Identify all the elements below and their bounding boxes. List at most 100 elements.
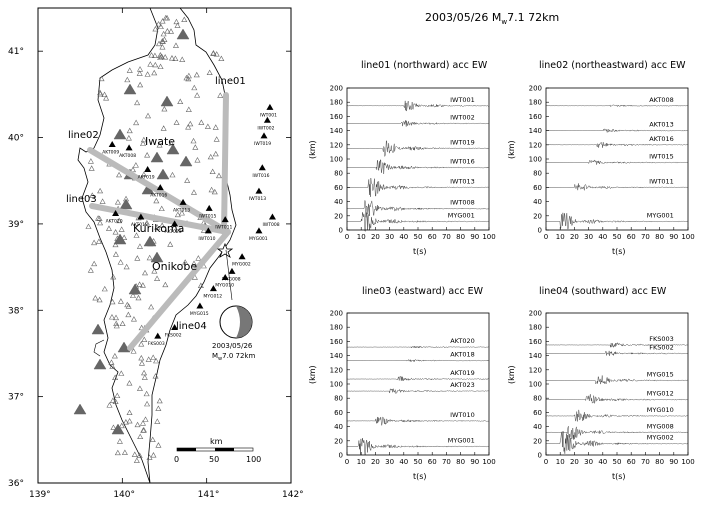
- station-triangle: [159, 38, 166, 44]
- station-label: AKT018: [131, 222, 148, 228]
- station-triangle: [118, 370, 125, 376]
- panel-title: line01 (northward) acc EW: [361, 60, 488, 71]
- station-label: MYG010: [215, 282, 234, 288]
- station-triangle: [156, 142, 163, 148]
- station-label: IWT011: [215, 225, 232, 231]
- station-triangle: [152, 373, 159, 379]
- x-tick-label: 10: [556, 458, 565, 466]
- x-tick-label: 60: [428, 458, 437, 466]
- station-triangle: [206, 69, 213, 76]
- station-triangle: [190, 137, 197, 144]
- station-triangle: [122, 419, 129, 425]
- scale-tick-100: 100: [246, 455, 261, 464]
- station-markers: [108, 103, 276, 339]
- y-tick-label: 80: [334, 395, 343, 403]
- station-triangle: [96, 296, 103, 303]
- station-triangle: [156, 397, 163, 404]
- station-triangle: [95, 238, 102, 244]
- station-triangle: [139, 420, 146, 426]
- volcano-icon: [150, 251, 164, 263]
- station-triangle: [138, 341, 145, 347]
- trace-label: MYG012: [647, 390, 674, 398]
- station-triangle: [209, 168, 216, 174]
- station-triangle: [124, 76, 131, 83]
- waveform-trace: [545, 375, 688, 385]
- lat-label: 38°: [8, 306, 24, 316]
- x-tick-label: 70: [641, 233, 650, 241]
- station-triangle: [154, 418, 161, 424]
- volcano-icon: [119, 198, 133, 210]
- station-triangle: [144, 71, 151, 77]
- x-tick-label: 0: [544, 458, 548, 466]
- station-triangle: [177, 98, 184, 104]
- panel-title: line04 (southward) acc EW: [539, 286, 667, 297]
- lat-label: 39°: [8, 220, 24, 230]
- y-tick-label: 40: [334, 198, 343, 206]
- mech-mag: Mw7.0 72km: [212, 352, 255, 362]
- station-label: IWT015: [199, 213, 216, 219]
- station-triangle: [113, 314, 120, 321]
- x-tick-label: 60: [428, 233, 437, 241]
- y-tick-label: 20: [334, 437, 343, 445]
- station-triangle: [97, 90, 104, 97]
- waveform-trace: [346, 416, 489, 426]
- trace-label: AKT018: [450, 351, 475, 359]
- trace-label: AKT013: [649, 121, 674, 129]
- waveform-trace: [346, 178, 489, 197]
- x-tick-label: 90: [470, 233, 479, 241]
- x-tick-label: 70: [442, 233, 451, 241]
- place-label-kurikoma: Kurikoma: [133, 222, 184, 235]
- panel-title: line02 (northeastward) acc EW: [539, 60, 686, 71]
- x-tick-label: 40: [399, 233, 408, 241]
- station-triangle: [137, 66, 144, 72]
- station-triangle: [154, 224, 161, 230]
- station-triangle: [155, 442, 162, 448]
- line02-band: [87, 147, 231, 235]
- y-tick-label: 60: [334, 409, 343, 417]
- y-tick-label: 180: [330, 324, 343, 332]
- trace-label: IWT002: [450, 114, 475, 122]
- trace-label: FKS002: [649, 343, 674, 351]
- trace-label: MYG015: [647, 370, 674, 378]
- station-label: AKT013: [173, 207, 190, 213]
- station-triangle: [116, 217, 123, 224]
- lon-label: 142°: [282, 490, 304, 500]
- station-label: AKT009: [102, 149, 119, 155]
- station-triangle: [138, 354, 145, 361]
- lat-label: 41°: [8, 47, 24, 57]
- station-triangle: [108, 314, 115, 320]
- station-triangle: [150, 452, 157, 458]
- station-triangle: [151, 52, 158, 59]
- station-triangle: [97, 89, 104, 96]
- place-label-iwate: Iwate: [145, 135, 175, 148]
- y-tick-label: 0: [538, 452, 542, 460]
- station-triangle: [197, 282, 204, 288]
- station-marker: [179, 198, 187, 205]
- station-triangle: [112, 241, 119, 248]
- y-tick-label: 180: [529, 324, 542, 332]
- scale-tick-50: 50: [209, 455, 219, 464]
- y-tick-label: 160: [330, 113, 343, 121]
- x-tick-label: 10: [357, 233, 366, 241]
- y-tick-label: 200: [330, 310, 343, 318]
- station-triangle: [121, 449, 128, 455]
- station-marker: [108, 140, 116, 147]
- x-tick-label: 0: [544, 233, 548, 241]
- station-marker: [238, 253, 246, 260]
- station-triangle: [174, 22, 181, 28]
- station-triangle: [158, 205, 165, 212]
- station-label: IWT019: [254, 141, 271, 147]
- x-tick-label: 0: [345, 458, 349, 466]
- y-tick-label: 140: [330, 352, 343, 360]
- x-tick-label: 50: [414, 233, 423, 241]
- line04-band: [127, 229, 231, 351]
- y-tick-label: 180: [330, 99, 343, 107]
- station-triangle: [96, 215, 103, 222]
- station-triangle: [159, 18, 166, 24]
- station-label: IWT016: [252, 173, 269, 179]
- station-label: IWT010: [198, 236, 215, 242]
- x-tick-label: 80: [456, 233, 465, 241]
- x-tick-label: 80: [655, 233, 664, 241]
- x-axis-label: t(s): [413, 472, 427, 481]
